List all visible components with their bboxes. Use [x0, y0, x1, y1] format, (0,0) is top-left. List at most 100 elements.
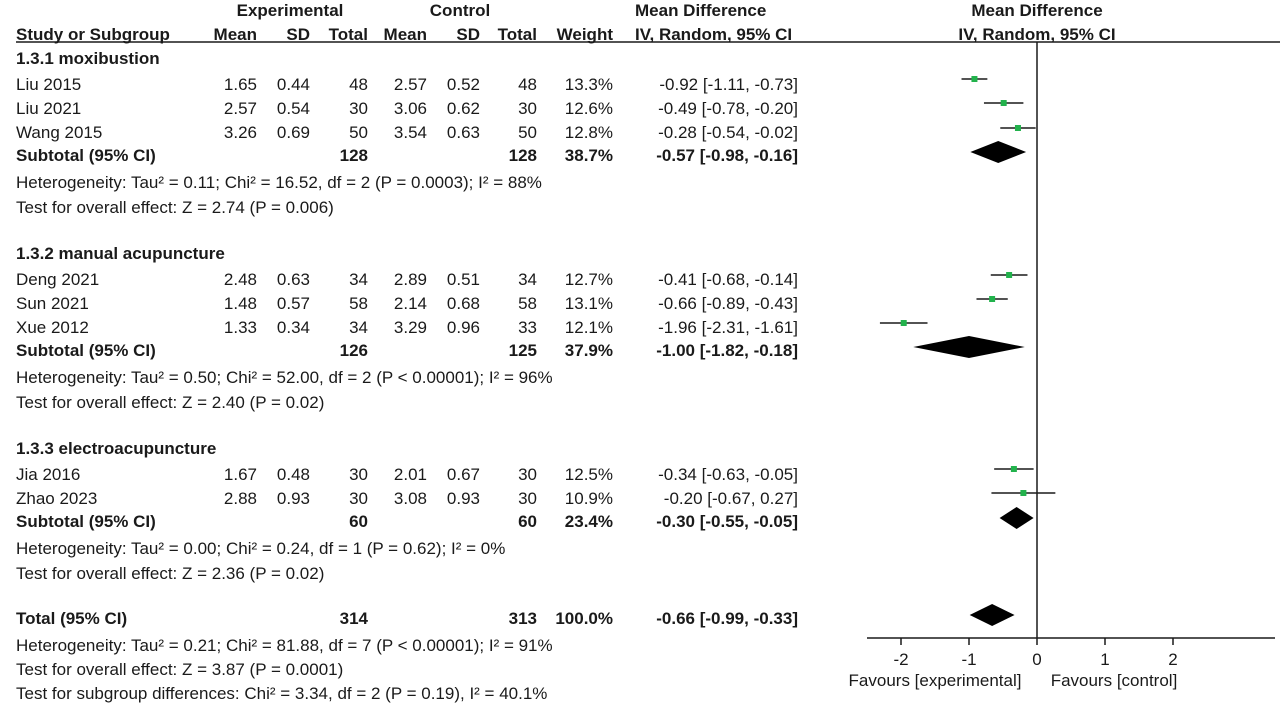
pooled-diamond: [970, 141, 1027, 163]
subgroup-differences-text: Test for subgroup differences: Chi² = 3.…: [16, 684, 548, 703]
total-experimental: 34: [349, 270, 368, 289]
study-name: Sun 2021: [16, 294, 89, 313]
weight: 13.3%: [564, 75, 613, 94]
mean-control: 3.06: [393, 99, 427, 118]
total-experimental: 30: [349, 465, 368, 484]
pooled-diamond: [999, 507, 1034, 529]
mean-experimental: 2.57: [223, 99, 257, 118]
total-control: 48: [518, 75, 537, 94]
total-total-experimental: 314: [339, 609, 368, 628]
mean-experimental: 1.48: [223, 294, 257, 313]
effect-ci: -0.28 [-0.54, -0.02]: [658, 123, 798, 142]
study-point: [971, 76, 978, 82]
sd-control: 0.93: [446, 489, 480, 508]
overall-effect-text: Test for overall effect: Z = 2.36 (P = 0…: [16, 564, 325, 583]
header-sd-experimental: SD: [286, 25, 310, 44]
subtotal-effect-ci: -0.30 [-0.55, -0.05]: [656, 512, 798, 531]
sd-control: 0.68: [446, 294, 480, 313]
total-control: 30: [518, 99, 537, 118]
mean-control: 3.29: [393, 318, 427, 337]
header-group-control: Control: [429, 1, 491, 20]
header-sd-control: SD: [456, 25, 480, 44]
effect-ci: -0.66 [-0.89, -0.43]: [658, 294, 798, 313]
total-overall-effect-text: Test for overall effect: Z = 3.87 (P = 0…: [16, 660, 344, 679]
effect-ci: -0.41 [-0.68, -0.14]: [658, 270, 798, 289]
study-point: [989, 296, 996, 302]
total-experimental: 50: [349, 123, 368, 142]
weight: 12.6%: [564, 99, 613, 118]
mean-control: 3.08: [393, 489, 427, 508]
sd-control: 0.67: [446, 465, 480, 484]
subtotal-total-control: 128: [508, 146, 537, 165]
effect-ci: -0.34 [-0.63, -0.05]: [658, 465, 798, 484]
subtotal-label: Subtotal (95% CI): [16, 512, 156, 531]
x-tick-label: 1: [1100, 650, 1109, 669]
effect-ci: -1.96 [-2.31, -1.61]: [658, 318, 798, 337]
subgroup-title: 1.3.3 electroacupuncture: [16, 439, 217, 458]
weight: 12.5%: [564, 465, 613, 484]
mean-experimental: 1.65: [223, 75, 257, 94]
subtotal-weight: 23.4%: [564, 512, 613, 531]
header-mean-control: Mean: [383, 25, 427, 44]
x-tick-label: -1: [961, 650, 976, 669]
effect-ci: -0.92 [-1.11, -0.73]: [659, 75, 798, 94]
sd-control: 0.63: [446, 123, 480, 142]
header-weight: Weight: [556, 25, 613, 44]
effect-ci: -0.49 [-0.78, -0.20]: [658, 99, 798, 118]
total-control: 30: [518, 465, 537, 484]
subtotal-total-experimental: 60: [349, 512, 368, 531]
effect-ci: -0.20 [-0.67, 0.27]: [663, 489, 798, 508]
study-name: Liu 2015: [16, 75, 82, 94]
heterogeneity-text: Heterogeneity: Tau² = 0.50; Chi² = 52.00…: [16, 368, 553, 387]
header-effect-method: IV, Random, 95% CI: [635, 25, 793, 44]
sd-experimental: 0.57: [276, 294, 310, 313]
total-control: 50: [518, 123, 537, 142]
sd-control: 0.96: [446, 318, 480, 337]
mean-experimental: 2.88: [223, 489, 257, 508]
subtotal-total-experimental: 126: [339, 341, 368, 360]
mean-control: 3.54: [393, 123, 427, 142]
sd-control: 0.51: [446, 270, 480, 289]
study-point: [1014, 125, 1021, 131]
overall-effect-text: Test for overall effect: Z = 2.74 (P = 0…: [16, 198, 334, 217]
study-point: [1020, 490, 1027, 496]
sd-experimental: 0.54: [276, 99, 310, 118]
study-point: [1010, 466, 1017, 472]
total-experimental: 30: [349, 99, 368, 118]
weight: 12.8%: [564, 123, 613, 142]
sd-experimental: 0.93: [276, 489, 310, 508]
study-point: [1000, 100, 1007, 106]
sd-control: 0.62: [446, 99, 480, 118]
x-tick-label: -2: [893, 650, 908, 669]
subtotal-label: Subtotal (95% CI): [16, 146, 156, 165]
subtotal-weight: 38.7%: [564, 146, 613, 165]
weight: 13.1%: [564, 294, 613, 313]
study-name: Deng 2021: [16, 270, 100, 289]
subtotal-effect-ci: -1.00 [-1.82, -0.18]: [656, 341, 798, 360]
favours-control-label: Favours [control]: [1051, 671, 1178, 690]
mean-experimental: 1.67: [223, 465, 257, 484]
header-total-control: Total: [497, 25, 537, 44]
sd-experimental: 0.44: [276, 75, 310, 94]
total-experimental: 48: [349, 75, 368, 94]
header-total-experimental: Total: [328, 25, 368, 44]
mean-control: 2.89: [393, 270, 427, 289]
total-control: 58: [518, 294, 537, 313]
header-group-effect: Mean Difference: [635, 1, 767, 20]
mean-control: 2.01: [393, 465, 427, 484]
total-control: 33: [518, 318, 537, 337]
total-experimental: 34: [349, 318, 368, 337]
total-control: 30: [518, 489, 537, 508]
favours-experimental-label: Favours [experimental]: [849, 671, 1022, 690]
study-name: Wang 2015: [16, 123, 103, 142]
study-name: Xue 2012: [16, 318, 89, 337]
sd-experimental: 0.34: [276, 318, 310, 337]
total-weight: 100.0%: [555, 609, 613, 628]
total-effect-ci: -0.66 [-0.99, -0.33]: [656, 609, 798, 628]
mean-experimental: 2.48: [223, 270, 257, 289]
study-point: [1006, 272, 1013, 278]
study-point: [900, 320, 907, 326]
total-experimental: 30: [349, 489, 368, 508]
pooled-diamond: [913, 336, 1025, 358]
